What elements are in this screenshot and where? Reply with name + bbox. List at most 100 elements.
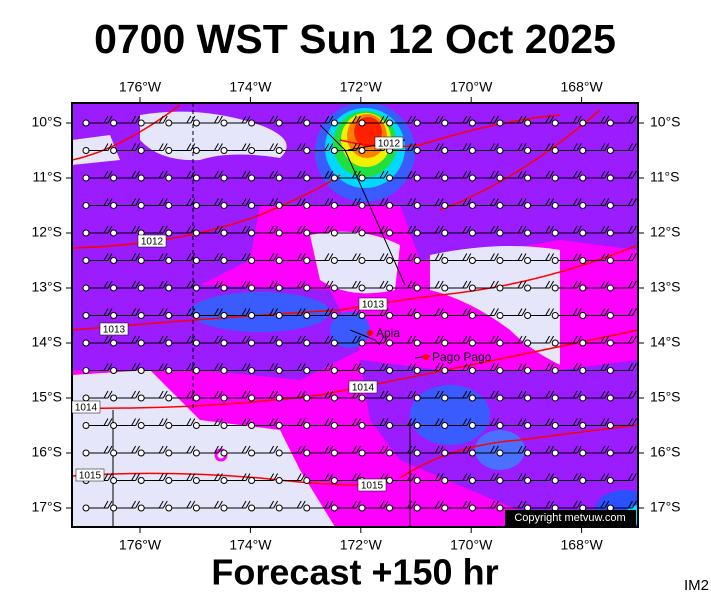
wind-barb-tick: [462, 198, 468, 206]
wind-station: [192, 504, 200, 512]
wind-station: [192, 119, 200, 127]
wind-barb-tick: [158, 363, 164, 371]
wind-barb-tick: [493, 308, 499, 316]
wind-barb-tick: [517, 198, 523, 206]
title: 0700 WST Sun 12 Oct 2025: [94, 16, 616, 62]
wind-station: [220, 477, 228, 484]
wind-barb-tick: [489, 390, 495, 399]
wind-barb-tick: [135, 363, 141, 371]
wind-barb-tick: [379, 170, 385, 179]
wind-barb-tick: [545, 170, 551, 179]
wind-barb-tick: [245, 363, 251, 371]
wind-station: [192, 394, 200, 402]
wind-barb-tick: [162, 390, 168, 399]
wind-station: [275, 147, 283, 154]
wind-station: [165, 147, 173, 154]
wind-barb-tick: [213, 473, 219, 481]
wind-station: [579, 422, 587, 429]
wind-station: [606, 257, 614, 264]
wind-station: [468, 202, 476, 209]
wind-barb-tick: [135, 500, 141, 509]
wind-station: [275, 367, 283, 374]
wind-barb-tick: [190, 115, 196, 124]
wind-station: [330, 394, 338, 402]
wind-station: [110, 174, 118, 182]
wind-barb-tick: [131, 225, 137, 234]
wind-barb-tick: [355, 335, 361, 344]
wind-barb-tick: [545, 335, 551, 344]
wind-station: [275, 284, 283, 292]
wind-station: [165, 339, 173, 347]
wind-barb-tick: [604, 335, 610, 344]
wind-barb-tick: [328, 225, 334, 234]
wind-barb-tick: [107, 143, 113, 151]
wind-barb-tick: [135, 170, 141, 179]
wind-station: [275, 312, 283, 319]
wind-barb-tick: [493, 115, 499, 124]
wind-barb-tick: [296, 115, 302, 124]
wind-station: [220, 312, 228, 319]
wind-barb-tick: [186, 445, 192, 454]
wind-barb-tick: [604, 115, 610, 124]
wind-station: [275, 229, 283, 237]
wind-barb-tick: [545, 445, 551, 454]
wind-barb-tick: [545, 308, 551, 316]
wind-barb-tick: [273, 280, 279, 289]
place-label: Apia: [376, 326, 400, 340]
wind-barb-tick: [434, 253, 440, 261]
wind-station: [303, 229, 311, 237]
wind-station: [248, 147, 256, 154]
wind-station: [606, 422, 614, 429]
wind-station: [468, 312, 476, 319]
wind-barb-tick: [296, 280, 302, 289]
wind-station: [606, 119, 614, 127]
wind-barb-tick: [296, 170, 302, 179]
wind-barb-tick: [493, 418, 499, 426]
wind-barb-tick: [217, 363, 223, 371]
wind-station: [606, 202, 614, 209]
wind-barb-tick: [300, 253, 306, 261]
wind-barb-tick: [135, 143, 141, 151]
wind-barb-tick: [407, 280, 413, 289]
wind-station: [248, 202, 256, 209]
wind-station: [413, 477, 421, 484]
wind-barb-tick: [462, 225, 468, 234]
wind-station: [303, 202, 311, 209]
wind-barb-tick: [521, 143, 527, 151]
wind-station: [358, 284, 366, 292]
wind-barb-tick: [241, 445, 247, 454]
wind-station: [441, 284, 449, 292]
wind-station: [468, 477, 476, 484]
wind-barb-tick: [213, 335, 219, 344]
wind-barb-tick: [631, 198, 637, 206]
wind-barb-tick: [521, 473, 527, 481]
wind-barb-tick: [631, 170, 637, 179]
wind-station: [82, 339, 90, 347]
wind-barb-tick: [351, 500, 357, 509]
wind-barb-tick: [407, 253, 413, 261]
wind-barb-tick: [604, 500, 610, 509]
wind-barb-tick: [466, 390, 472, 399]
wind-station: [330, 284, 338, 292]
wind-barb-tick: [269, 335, 275, 344]
wind-barb-tick: [186, 308, 192, 316]
wind-barb-tick: [462, 170, 468, 179]
wind-barb-tick: [489, 445, 495, 454]
wind-barb-tick: [576, 473, 582, 481]
wind-barb-tick: [158, 308, 164, 316]
wind-station: [330, 367, 338, 374]
wind-barb-tick: [521, 390, 527, 399]
wind-barb-tick: [627, 280, 633, 289]
wind-barb-tick: [107, 363, 113, 371]
wind-barb-tick: [600, 500, 606, 509]
wind-barb-tick: [521, 253, 527, 261]
wind-barb-tick: [135, 225, 141, 234]
wind-station: [358, 229, 366, 237]
wind-barb-tick: [604, 308, 610, 316]
wind-barb-tick: [217, 390, 223, 399]
wind-barb-tick: [296, 253, 302, 261]
wind-barb-tick: [493, 225, 499, 234]
wind-barb-tick: [383, 390, 389, 399]
wind-station: [82, 284, 90, 292]
wind-barb-tick: [462, 500, 468, 509]
